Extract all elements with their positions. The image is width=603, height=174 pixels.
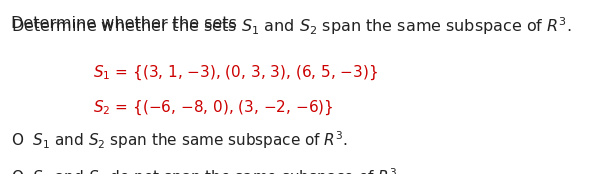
Text: Determine whether the sets: Determine whether the sets xyxy=(11,16,242,31)
Text: O  $S_1$ and $S_2$ span the same subspace of $R^3$.: O $S_1$ and $S_2$ span the same subspace… xyxy=(11,130,348,151)
Text: Determine whether the sets $S_1$ and $S_2$ span the same subspace of $R^3$.: Determine whether the sets $S_1$ and $S_… xyxy=(11,16,572,37)
Text: O  $S_1$ and $S_2$ do not span the same subspace of $R^3$.: O $S_1$ and $S_2$ do not span the same s… xyxy=(11,166,402,174)
Text: $S_2$ = {(−6, −8, 0), (3, −2, −6)}: $S_2$ = {(−6, −8, 0), (3, −2, −6)} xyxy=(93,98,334,117)
Text: $S_1$ = {(3, 1, −3), (0, 3, 3), (6, 5, −3)}: $S_1$ = {(3, 1, −3), (0, 3, 3), (6, 5, −… xyxy=(93,64,379,82)
